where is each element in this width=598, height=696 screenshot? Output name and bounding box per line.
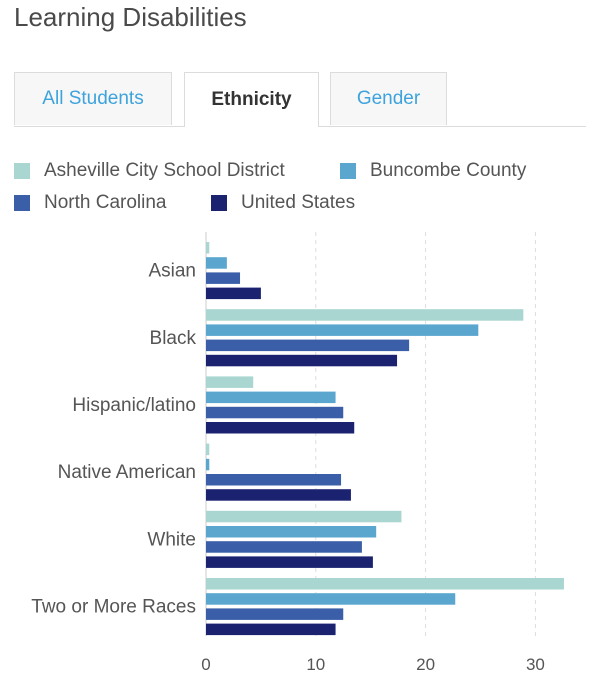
legend-label: North Carolina	[44, 192, 167, 213]
bar	[206, 324, 479, 336]
bar-chart: Asian Black Hispanic/latino Native American…	[31, 232, 564, 674]
bar	[206, 474, 342, 486]
bar	[206, 489, 351, 501]
legend-swatch	[211, 195, 227, 211]
category-label: Black	[150, 328, 197, 349]
legend-item-asheville[interactable]: Asheville City School District	[14, 160, 285, 182]
category-label: Two or More Races	[31, 597, 196, 618]
bar	[206, 406, 344, 419]
category-label: Asian	[148, 261, 196, 282]
bar	[206, 339, 410, 352]
legend-item-north-carolina[interactable]: North Carolina	[14, 192, 167, 214]
bar	[206, 309, 524, 321]
legend-swatch	[340, 163, 356, 179]
bar	[206, 458, 210, 471]
page-title: Learning Disabilities	[14, 2, 247, 32]
bar	[206, 578, 564, 590]
bar	[206, 556, 373, 568]
x-tick-label: 10	[306, 655, 325, 674]
bar	[206, 623, 336, 636]
bar	[206, 541, 362, 553]
category-label: Native American	[58, 462, 196, 483]
tab-bar: All Students Ethnicity Gender	[14, 72, 586, 127]
bar	[206, 354, 398, 367]
bar	[206, 443, 210, 456]
bar	[206, 608, 344, 620]
legend-label: United States	[241, 192, 356, 213]
bar	[206, 526, 377, 538]
bar	[206, 287, 261, 300]
bar	[206, 593, 456, 605]
legend-swatch	[14, 163, 30, 179]
bar	[206, 272, 241, 284]
tab-all-students[interactable]: All Students	[14, 72, 172, 125]
x-tick-label: 0	[201, 655, 210, 674]
category-label: Hispanic/latino	[72, 395, 196, 416]
x-tick-label: 20	[416, 655, 435, 674]
bar	[206, 242, 210, 254]
tab-ethnicity[interactable]: Ethnicity	[184, 72, 319, 127]
legend-item-buncombe[interactable]: Buncombe County	[340, 160, 526, 182]
tab-gender[interactable]: Gender	[330, 72, 447, 125]
bar	[206, 510, 402, 523]
x-tick-label: 30	[526, 655, 545, 674]
category-label: White	[147, 529, 196, 550]
legend-item-united-states[interactable]: United States	[211, 192, 355, 214]
bar	[206, 391, 336, 404]
legend-label: Asheville City School District	[44, 160, 285, 181]
bar	[206, 376, 254, 388]
legend-swatch	[14, 195, 30, 211]
bar	[206, 422, 355, 434]
legend-label: Buncombe County	[370, 160, 527, 181]
bar	[206, 257, 227, 269]
